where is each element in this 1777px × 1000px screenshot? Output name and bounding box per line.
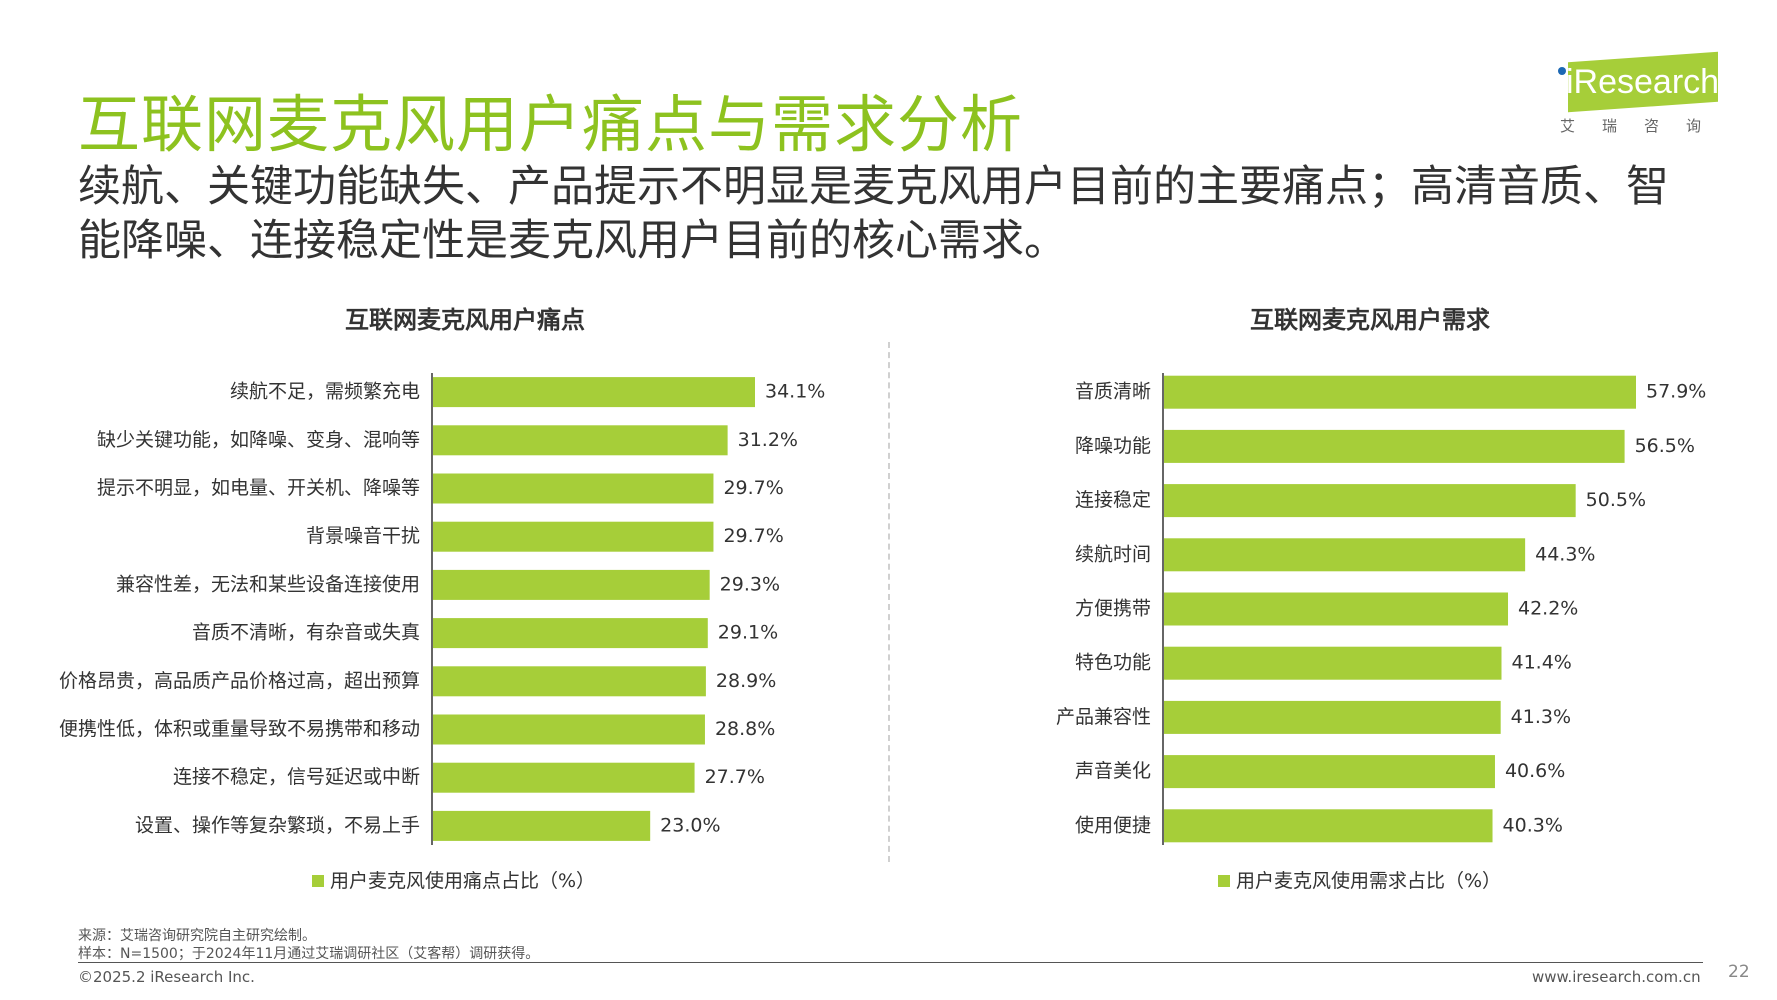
page-subtitle: 续航、关键功能缺失、产品提示不明显是麦克风用户目前的主要痛点；高清音质、智能降噪… bbox=[78, 162, 1669, 266]
right-category-label-4: 方便携带 bbox=[1075, 598, 1151, 620]
right-bar-2 bbox=[1164, 484, 1576, 518]
right-legend-label: 用户麦克风使用需求占比（%） bbox=[1236, 870, 1502, 892]
left-value-label-7: 28.8% bbox=[715, 718, 775, 740]
right-value-label-5: 41.4% bbox=[1511, 652, 1571, 674]
left-bar-6 bbox=[433, 666, 706, 697]
right-bar-1 bbox=[1164, 429, 1625, 463]
right-bar-4 bbox=[1164, 592, 1509, 626]
right-value-label-2: 50.5% bbox=[1586, 489, 1646, 511]
left-category-label-6: 价格昂贵，高品质产品价格过高，超出预算 bbox=[59, 670, 420, 692]
right-category-label-5: 特色功能 bbox=[1075, 652, 1151, 674]
right-bar-6 bbox=[1164, 700, 1501, 734]
left-legend-swatch bbox=[312, 875, 324, 887]
left-value-label-1: 31.2% bbox=[738, 429, 798, 451]
left-category-label-2: 提示不明显，如电量、开关机、降噪等 bbox=[97, 477, 420, 499]
left-category-label-9: 设置、操作等复杂繁琐，不易上手 bbox=[135, 814, 420, 836]
right-legend: 用户麦克风使用需求占比（%） bbox=[1218, 866, 1501, 893]
left-category-label-3: 背景噪音干扰 bbox=[306, 525, 420, 547]
left-category-label-1: 缺少关键功能，如降噪、变身、混响等 bbox=[97, 429, 420, 451]
left-legend-label: 用户麦克风使用痛点占比（%） bbox=[330, 870, 596, 892]
right-legend-swatch bbox=[1218, 875, 1230, 887]
left-category-label-4: 兼容性差，无法和某些设备连接使用 bbox=[116, 573, 420, 595]
right-bar-5 bbox=[1164, 646, 1502, 680]
left-value-label-3: 29.7% bbox=[723, 525, 783, 547]
left-bar-4 bbox=[433, 569, 710, 600]
right-bar-8 bbox=[1164, 809, 1493, 843]
right-value-label-6: 41.3% bbox=[1511, 706, 1571, 728]
left-value-label-2: 29.7% bbox=[723, 477, 783, 499]
left-bar-5 bbox=[433, 618, 708, 649]
right-bar-3 bbox=[1164, 538, 1526, 572]
right-value-label-0: 57.9% bbox=[1646, 381, 1706, 403]
left-value-label-0: 34.1% bbox=[765, 381, 825, 403]
right-value-label-8: 40.3% bbox=[1503, 814, 1563, 836]
left-value-label-8: 27.7% bbox=[705, 766, 765, 788]
page-number: 22 bbox=[1728, 962, 1750, 982]
left-bar-7 bbox=[433, 714, 705, 745]
right-category-label-0: 音质清晰 bbox=[1075, 381, 1151, 403]
left-category-label-0: 续航不足，需频繁充电 bbox=[230, 381, 420, 403]
logo-text: iResearch bbox=[1566, 63, 1720, 101]
right-value-label-7: 40.6% bbox=[1505, 760, 1565, 782]
logo-dot bbox=[1558, 67, 1566, 75]
iresearch-logo: iResearch 艾瑞咨询 bbox=[1550, 51, 1729, 140]
left-category-label-7: 便携性低，体积或重量导致不易携带和移动 bbox=[59, 718, 420, 740]
right-value-label-4: 42.2% bbox=[1518, 598, 1578, 620]
website-link[interactable]: www.iresearch.com.cn bbox=[1532, 968, 1701, 986]
right-bar-7 bbox=[1164, 755, 1495, 789]
left-bar-3 bbox=[433, 521, 714, 552]
right-category-label-2: 连接稳定 bbox=[1075, 489, 1151, 511]
right-category-label-6: 产品兼容性 bbox=[1056, 706, 1151, 728]
left-value-label-5: 29.1% bbox=[718, 622, 778, 644]
footer-rule bbox=[78, 962, 1703, 963]
right-chart-title: 互联网麦克风用户需求 bbox=[1250, 306, 1490, 334]
left-bar-0 bbox=[433, 377, 755, 408]
right-bar-0 bbox=[1164, 375, 1636, 409]
left-bar-1 bbox=[433, 425, 728, 456]
logo-chinese-text: 艾瑞咨询 bbox=[1560, 117, 1729, 135]
right-value-label-3: 44.3% bbox=[1535, 543, 1595, 565]
left-bar-2 bbox=[433, 473, 714, 504]
copyright: ©2025.2 iResearch Inc. bbox=[78, 968, 255, 986]
left-category-label-5: 音质不清晰，有杂音或失真 bbox=[192, 622, 420, 644]
left-value-label-9: 23.0% bbox=[660, 814, 720, 836]
right-category-label-1: 降噪功能 bbox=[1075, 435, 1151, 457]
right-category-label-8: 使用便捷 bbox=[1075, 814, 1151, 836]
right-category-label-3: 续航时间 bbox=[1075, 543, 1151, 565]
left-bar-9 bbox=[433, 810, 651, 841]
page-title: 互联网麦克风用户痛点与需求分析 bbox=[78, 88, 1024, 161]
sample-note: 样本：N=1500；于2024年11月通过艾瑞调研社区（艾客帮）调研获得。 bbox=[78, 946, 540, 962]
right-category-label-7: 声音美化 bbox=[1075, 760, 1151, 782]
left-bar-8 bbox=[433, 762, 695, 793]
left-legend: 用户麦克风使用痛点占比（%） bbox=[312, 866, 595, 893]
left-chart-title: 互联网麦克风用户痛点 bbox=[345, 306, 585, 334]
left-value-label-4: 29.3% bbox=[720, 573, 780, 595]
chart-divider bbox=[888, 342, 890, 862]
left-category-label-8: 连接不稳定，信号延迟或中断 bbox=[173, 766, 420, 788]
left-value-label-6: 28.9% bbox=[716, 670, 776, 692]
source-note: 来源：艾瑞咨询研究院自主研究绘制。 bbox=[78, 928, 316, 944]
right-value-label-1: 56.5% bbox=[1635, 435, 1695, 457]
